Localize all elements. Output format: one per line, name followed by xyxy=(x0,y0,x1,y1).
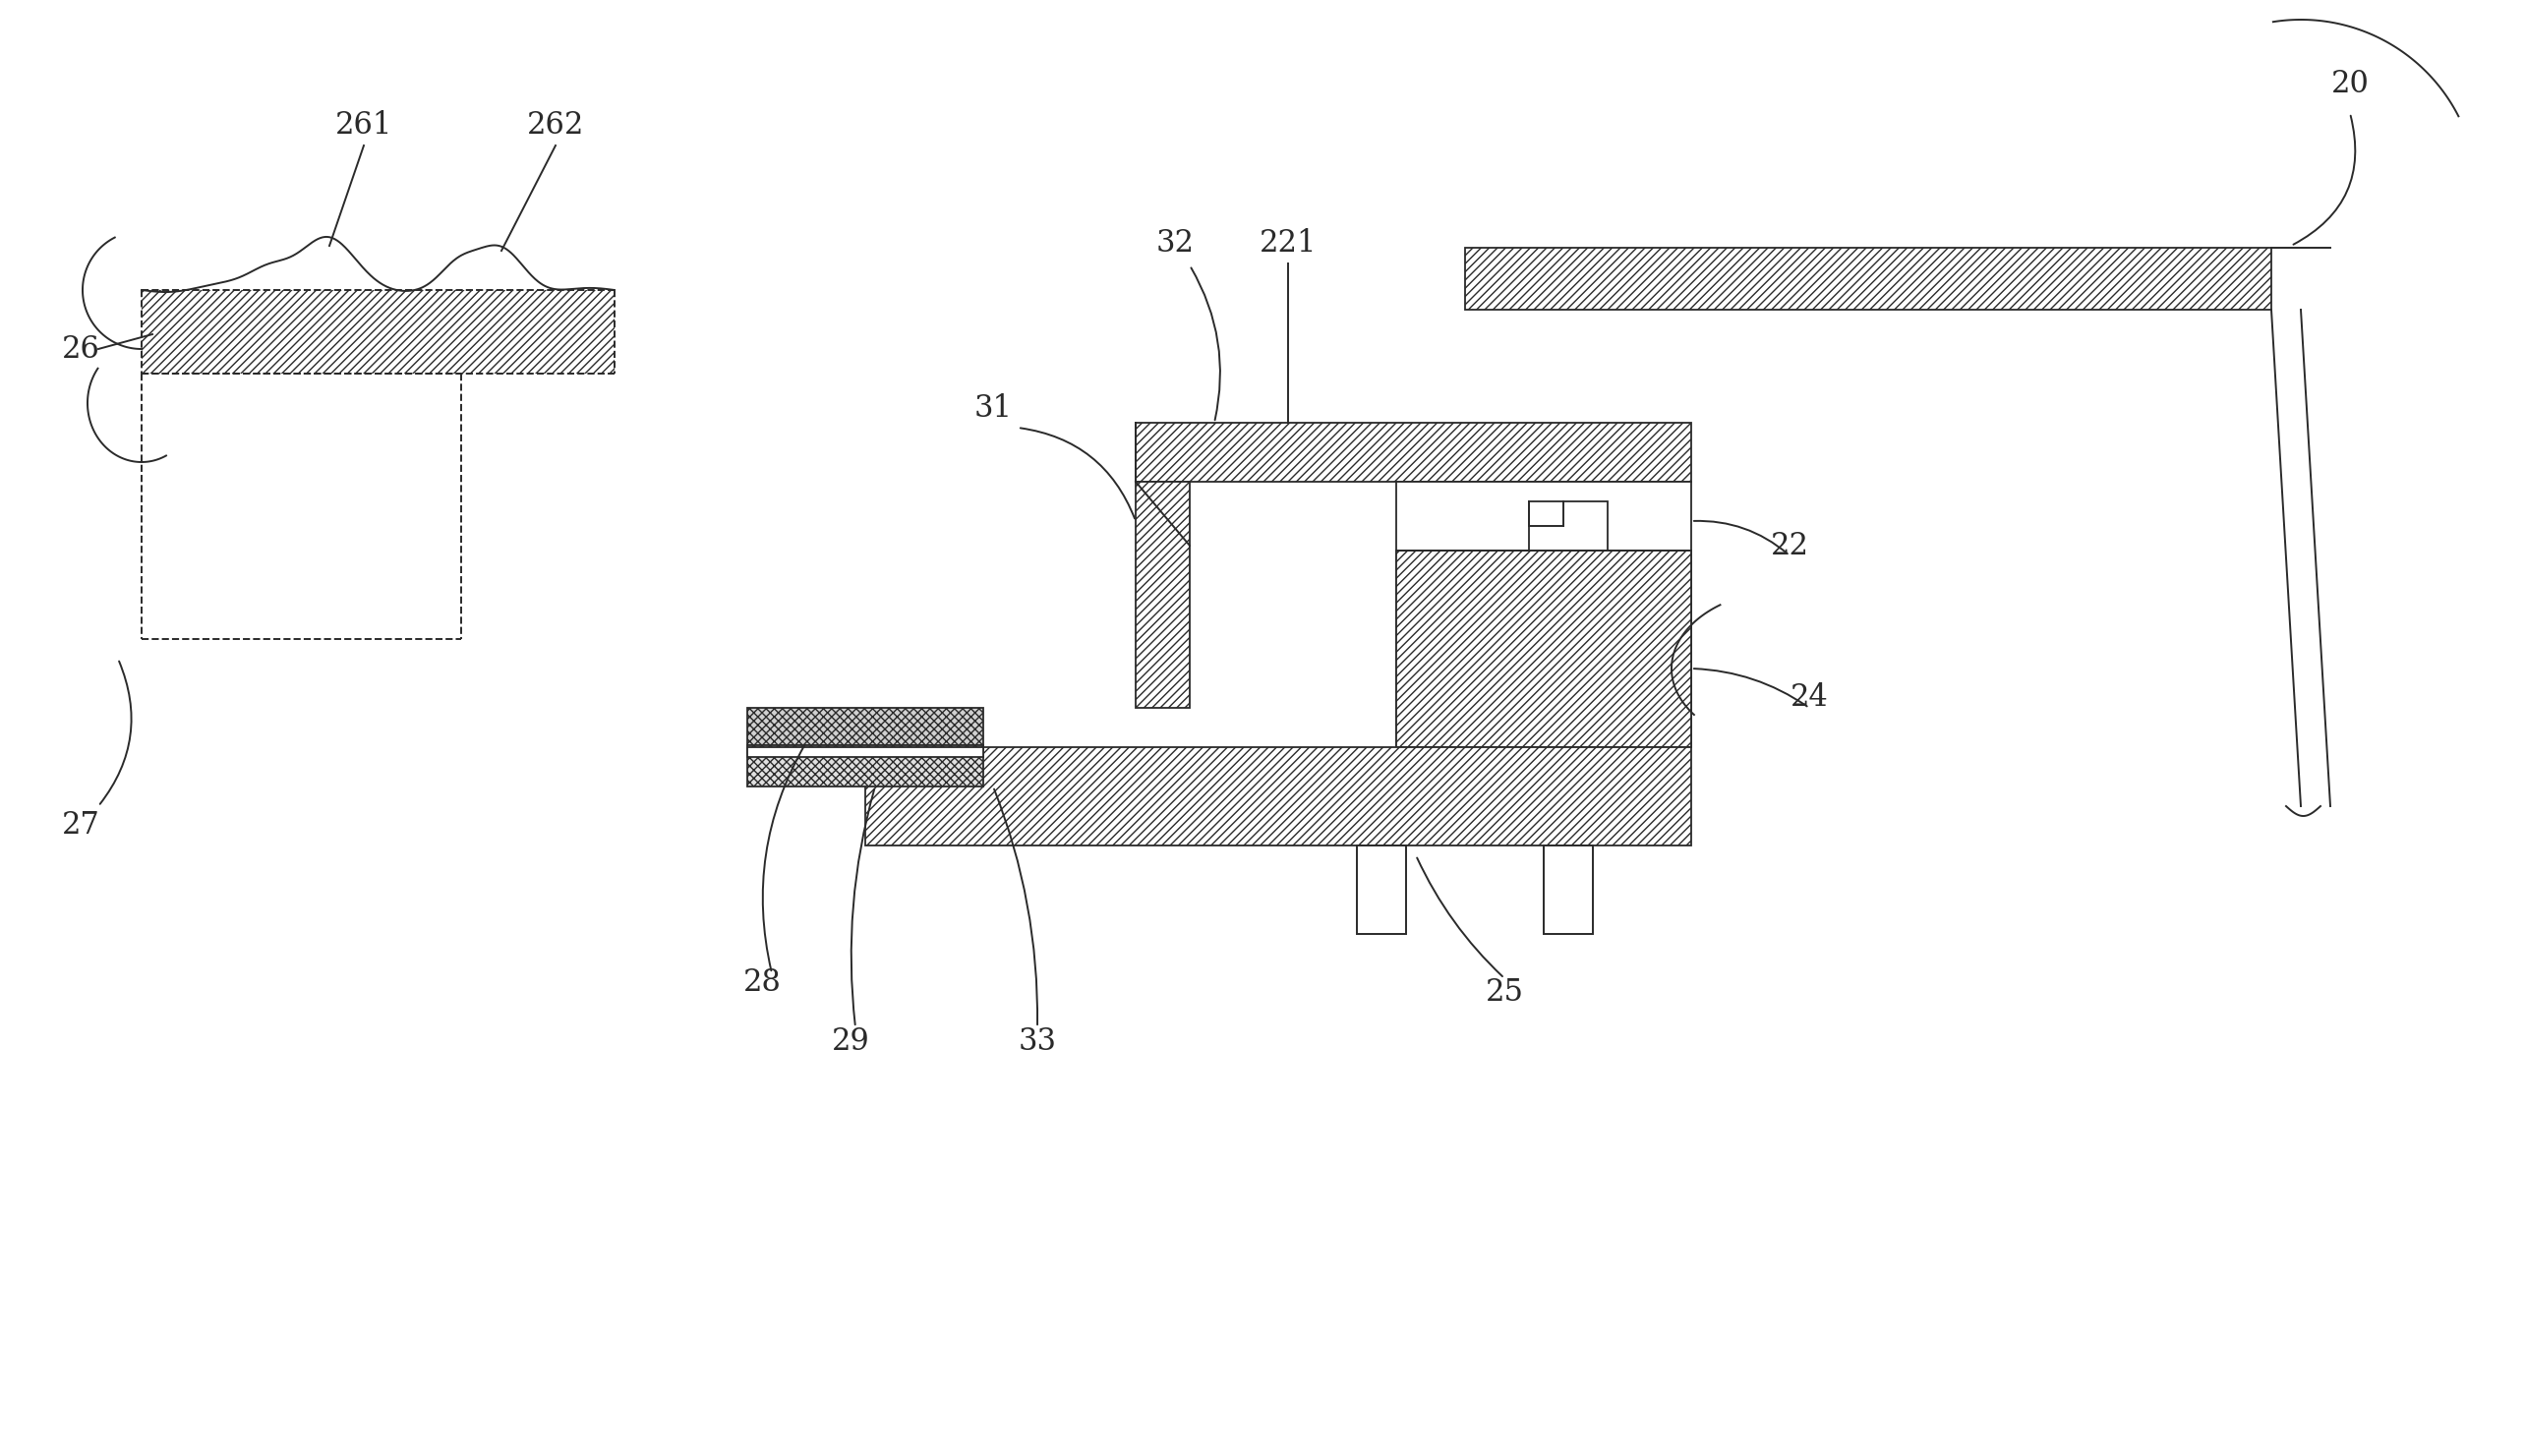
Bar xyxy=(866,747,1692,846)
Bar xyxy=(1396,550,1692,747)
Bar xyxy=(1464,248,2272,310)
Text: 31: 31 xyxy=(975,393,1013,424)
Text: 26: 26 xyxy=(61,333,101,364)
Text: 22: 22 xyxy=(1770,530,1808,561)
Text: 24: 24 xyxy=(1790,683,1828,713)
Text: 221: 221 xyxy=(1260,229,1318,259)
Text: 29: 29 xyxy=(831,1026,869,1057)
Text: 20: 20 xyxy=(2331,68,2368,99)
Text: 27: 27 xyxy=(61,811,101,842)
Bar xyxy=(1136,482,1189,708)
Bar xyxy=(747,745,982,786)
Bar xyxy=(747,708,982,745)
Text: 32: 32 xyxy=(1156,229,1194,259)
Text: 261: 261 xyxy=(336,111,391,141)
Bar xyxy=(747,747,982,757)
Text: 262: 262 xyxy=(528,111,583,141)
Bar xyxy=(141,290,614,374)
Text: 28: 28 xyxy=(742,968,780,999)
Bar xyxy=(1543,846,1593,933)
Bar xyxy=(1136,422,1692,482)
Bar xyxy=(1396,482,1692,747)
Text: 25: 25 xyxy=(1485,978,1523,1008)
Bar xyxy=(1356,846,1406,933)
Text: 33: 33 xyxy=(1018,1026,1055,1057)
Bar xyxy=(1530,501,1608,550)
